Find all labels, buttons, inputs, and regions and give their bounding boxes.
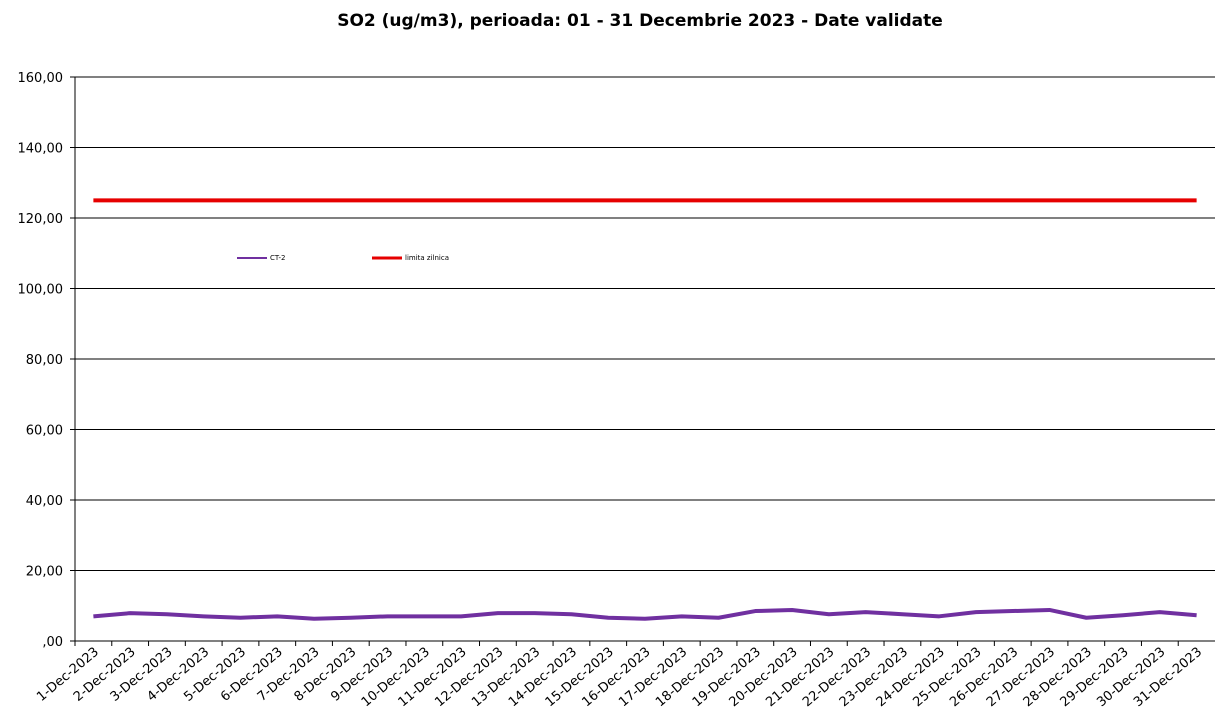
chart-title: SO2 (ug/m3), perioada: 01 - 31 Decembrie… bbox=[337, 11, 943, 31]
legend-label: CT-2 bbox=[270, 254, 286, 262]
y-tick-label: 60,00 bbox=[26, 424, 63, 439]
legend-label: limita zilnica bbox=[405, 254, 449, 262]
y-tick-label: 100,00 bbox=[18, 283, 64, 298]
y-tick-label: ,00 bbox=[42, 635, 63, 650]
y-tick-label: 140,00 bbox=[18, 142, 64, 157]
y-tick-label: 120,00 bbox=[18, 212, 64, 227]
y-tick-label: 40,00 bbox=[26, 494, 63, 509]
y-tick-label: 20,00 bbox=[26, 565, 63, 580]
series-line bbox=[93, 607, 1197, 621]
y-tick-label: 80,00 bbox=[26, 353, 63, 368]
y-tick-label: 160,00 bbox=[18, 71, 64, 86]
